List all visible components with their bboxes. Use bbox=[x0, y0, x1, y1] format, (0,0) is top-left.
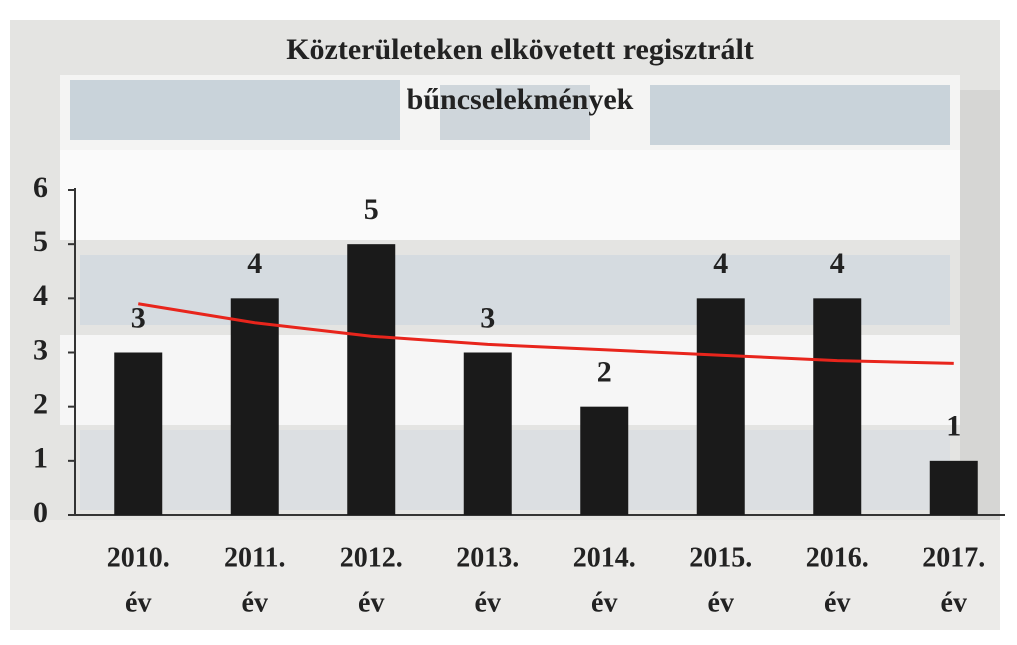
data-label: 2 bbox=[597, 356, 612, 389]
data-label: 3 bbox=[131, 301, 146, 334]
x-tick-label: 2017. bbox=[922, 542, 985, 573]
bar bbox=[463, 352, 512, 515]
x-tick-label: 2011. bbox=[224, 542, 285, 573]
bar bbox=[580, 406, 629, 515]
x-tick-label: év bbox=[242, 587, 268, 618]
data-label: 5 bbox=[364, 193, 379, 226]
y-tick-label: 3 bbox=[33, 333, 48, 366]
data-label: 3 bbox=[480, 301, 495, 334]
x-tick-label: 2012. bbox=[340, 542, 403, 573]
y-tick-label: 5 bbox=[33, 225, 48, 258]
bar bbox=[696, 298, 745, 515]
chart-title: bűncselekmények bbox=[407, 83, 634, 116]
x-tick-label: év bbox=[708, 587, 734, 618]
chart-title: Közterületeken elkövetett regisztrált bbox=[286, 33, 754, 66]
y-tick-label: 1 bbox=[33, 442, 48, 475]
x-tick-label: év bbox=[824, 587, 850, 618]
y-tick-label: 0 bbox=[33, 496, 48, 529]
bar bbox=[230, 298, 279, 515]
data-label: 4 bbox=[247, 247, 262, 280]
bar bbox=[813, 298, 862, 515]
bar bbox=[929, 460, 978, 515]
y-tick-label: 2 bbox=[33, 388, 48, 421]
x-tick-label: év bbox=[475, 587, 501, 618]
data-label: 4 bbox=[713, 247, 728, 280]
bar bbox=[347, 244, 396, 515]
x-tick-label: 2010. bbox=[107, 542, 170, 573]
x-tick-label: 2014. bbox=[573, 542, 636, 573]
x-tick-label: év bbox=[358, 587, 384, 618]
y-tick-label: 4 bbox=[33, 279, 48, 312]
data-label: 1 bbox=[946, 410, 961, 443]
x-tick-label: 2013. bbox=[456, 542, 519, 573]
x-tick-label: év bbox=[591, 587, 617, 618]
y-tick-label: 6 bbox=[33, 171, 48, 204]
x-tick-label: 2015. bbox=[689, 542, 752, 573]
trend-line bbox=[138, 302, 954, 365]
data-label: 4 bbox=[830, 247, 845, 280]
bar bbox=[114, 352, 163, 515]
x-tick-label: év bbox=[941, 587, 967, 618]
x-tick-label: 2016. bbox=[806, 542, 869, 573]
x-tick-label: év bbox=[125, 587, 151, 618]
